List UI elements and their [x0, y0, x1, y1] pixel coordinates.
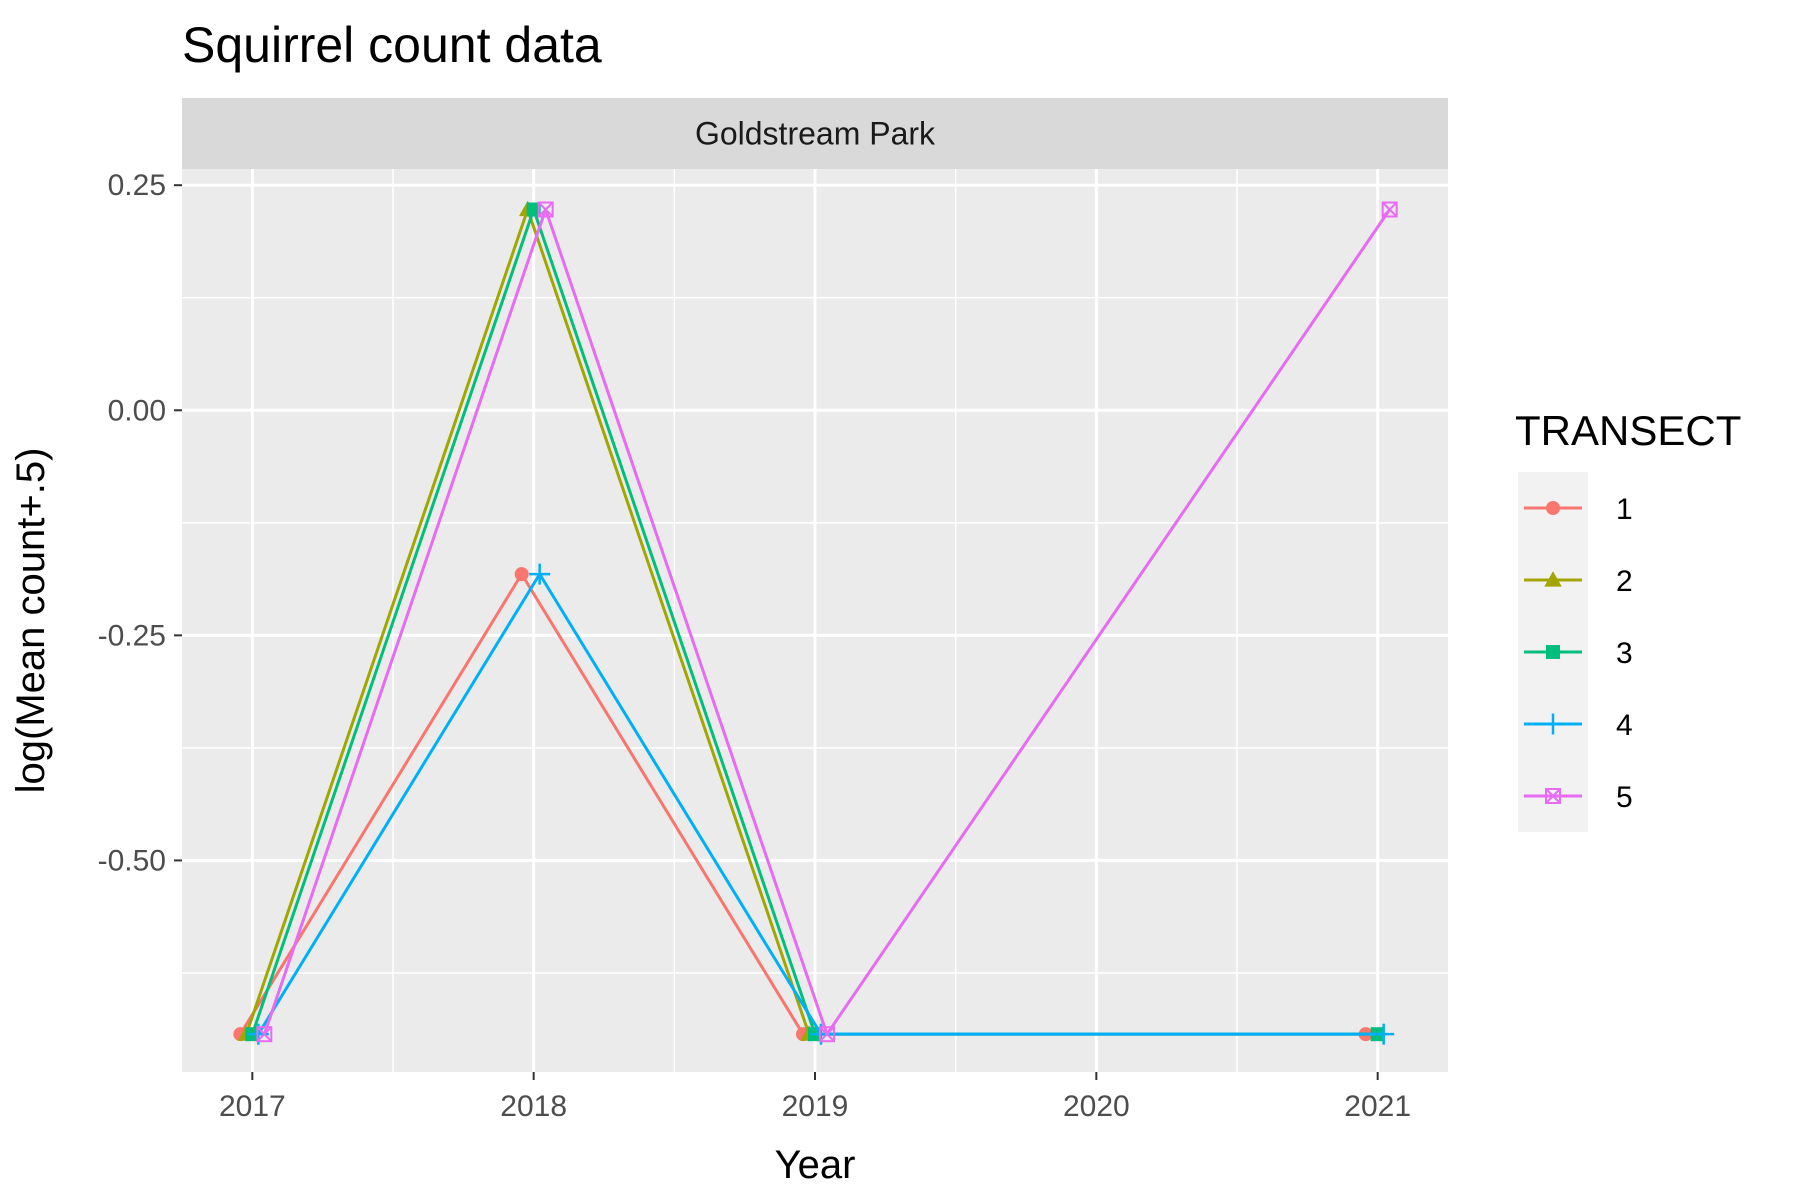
facet-label: Goldstream Park [695, 116, 936, 152]
data-point [1545, 788, 1561, 804]
series-5 [256, 201, 1398, 1043]
legend-item: 2 [1524, 565, 1633, 598]
data-point [526, 202, 541, 217]
x-tick-label: 2017 [219, 1090, 286, 1123]
x-axis-title: Year [775, 1143, 856, 1187]
data-point [1373, 1023, 1395, 1045]
data-point [1546, 645, 1560, 659]
legend-item: 4 [1524, 709, 1633, 742]
data-point [1542, 713, 1564, 735]
series-line [257, 572, 1384, 1036]
legend-label: 2 [1616, 565, 1633, 598]
y-tick-label: -0.25 [98, 619, 166, 652]
data-point [1381, 201, 1398, 218]
axes: 2017 2018 2019 2020 2021 0.25 0.00 -0.25 -0.50 [98, 169, 1411, 1123]
y-tick-label: -0.50 [98, 844, 166, 877]
y-tick-label: 0.25 [108, 169, 166, 202]
chart-title: Squirrel count data [182, 17, 602, 73]
legend-title: TRANSECT [1515, 407, 1741, 454]
legend: TRANSECT 1 2 3 4 5 [1515, 407, 1741, 832]
legend-item: 5 [1524, 781, 1633, 814]
data-point [529, 563, 551, 585]
data-point [819, 1026, 835, 1043]
x-tick-label: 2018 [500, 1090, 567, 1123]
data-point [256, 1026, 273, 1043]
legend-item: 1 [1524, 493, 1633, 526]
legend-item: 3 [1524, 637, 1633, 670]
facet-strip [182, 98, 1448, 169]
y-axis-title: log(Mean count+.5) [9, 448, 53, 794]
data-point [514, 567, 529, 582]
legend-label: 4 [1616, 709, 1633, 742]
data-point [1546, 501, 1560, 515]
y-tick-label: 0.00 [108, 394, 166, 427]
data-point [1544, 571, 1562, 587]
series-layer [233, 200, 1398, 1045]
legend-label: 3 [1616, 637, 1633, 670]
x-tick-label: 2020 [1063, 1090, 1130, 1123]
gridlines [182, 169, 1448, 1072]
legend-label: 5 [1616, 781, 1633, 814]
x-tick-label: 2021 [1344, 1090, 1411, 1123]
legend-label: 1 [1616, 493, 1633, 526]
x-tick-label: 2019 [782, 1090, 849, 1123]
series-line [262, 208, 1391, 1036]
data-point [537, 201, 554, 218]
